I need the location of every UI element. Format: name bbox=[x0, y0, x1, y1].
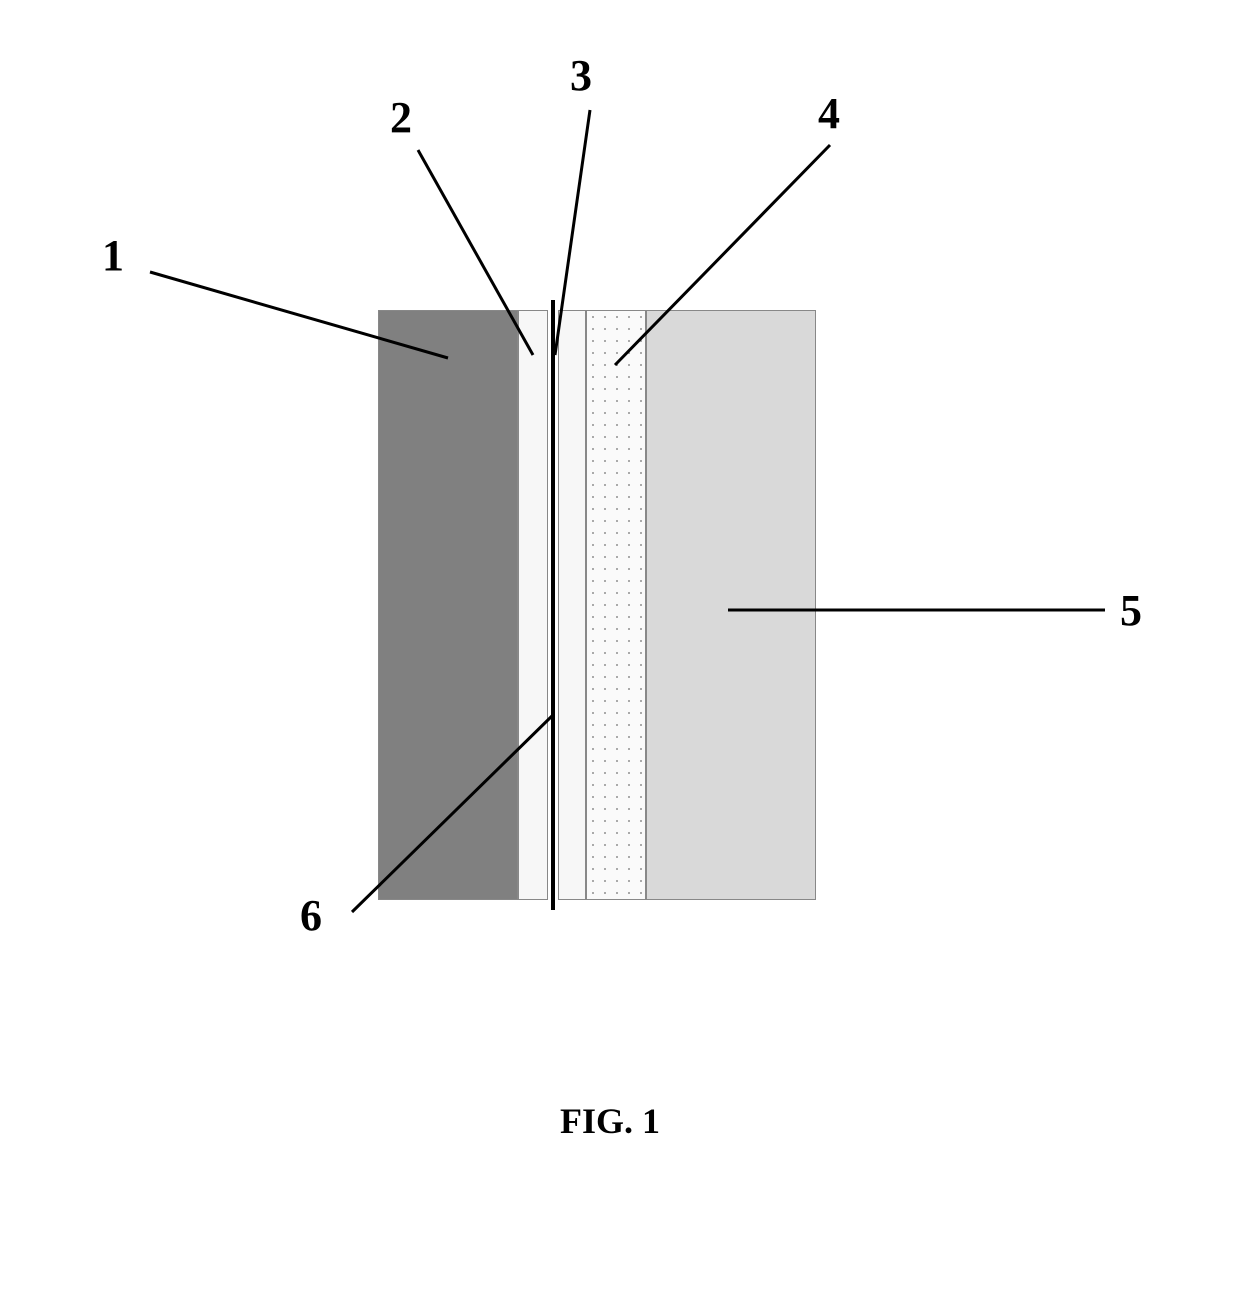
figure-diagram: 1 2 3 4 5 6 FIG. 1 bbox=[0, 0, 1240, 1314]
label-4: 4 bbox=[818, 88, 840, 139]
leader-2 bbox=[418, 150, 533, 355]
label-3: 3 bbox=[570, 50, 592, 101]
leader-6 bbox=[352, 715, 553, 912]
label-6: 6 bbox=[300, 890, 322, 941]
label-2: 2 bbox=[390, 92, 412, 143]
figure-caption: FIG. 1 bbox=[560, 1100, 660, 1142]
label-5: 5 bbox=[1120, 585, 1142, 636]
leader-4 bbox=[615, 145, 830, 365]
label-1: 1 bbox=[102, 230, 124, 281]
leader-3 bbox=[555, 110, 590, 355]
leader-1 bbox=[150, 272, 448, 358]
